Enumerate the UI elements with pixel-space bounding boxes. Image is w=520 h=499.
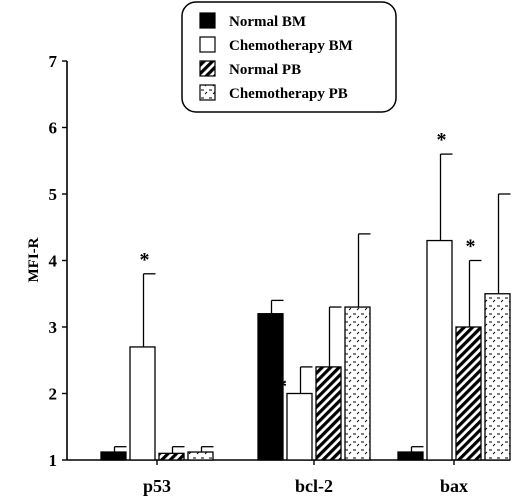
error-bars [113,153,511,454]
bar-chemotherapy-bm-bcl-2 [286,392,313,461]
bar-normal-pb-bcl-2 [315,366,342,461]
bar-chemotherapy-pb-p53 [187,451,214,461]
legend-swatch [199,60,216,77]
y-tick-label: 5 [49,185,58,204]
y-tick-label: 4 [49,252,58,271]
significance-marker: * [466,236,476,258]
y-tick-label: 1 [49,451,58,470]
x-category-label: bax [440,476,468,496]
y-tick-label: 6 [49,119,58,138]
significance-marker: * [437,129,447,151]
legend-label: Chemotherapy PB [229,86,348,102]
bar-chemotherapy-bm-bax [426,239,453,461]
legend-label: Normal BM [229,14,306,30]
bars [100,239,511,461]
x-category-label: bcl-2 [295,476,333,496]
legend-box [181,1,397,113]
bar-normal-pb-p53 [158,452,185,461]
legend-swatch [199,12,216,29]
annotations: ***** [140,129,476,397]
y-axis-label: MFI-R [26,237,42,282]
bar-normal-bm-bcl-2 [257,313,284,461]
legend-swatch [199,84,216,101]
bar-chemotherapy-pb-bax [484,293,511,461]
legend-label: Chemotherapy BM [229,38,353,54]
x-category-label: p53 [143,476,171,496]
y-tick-label: 2 [49,385,58,404]
y-tick-label: 7 [49,52,58,71]
legend-label: Normal PB [229,62,301,78]
bar-normal-pb-bax [455,326,482,461]
bar-chemotherapy-bm-p53 [129,346,156,461]
legend-swatch [199,36,216,53]
legend: Normal BM Chemotherapy BM Normal PB Chemoth… [181,1,397,113]
bar-chemotherapy-pb-bcl-2 [344,306,371,461]
significance-marker: ** [267,376,287,398]
bar-normal-bm-p53 [100,451,127,461]
bar-normal-bm-bax [397,451,424,461]
y-tick-label: 3 [49,318,58,337]
significance-marker: * [140,249,150,271]
